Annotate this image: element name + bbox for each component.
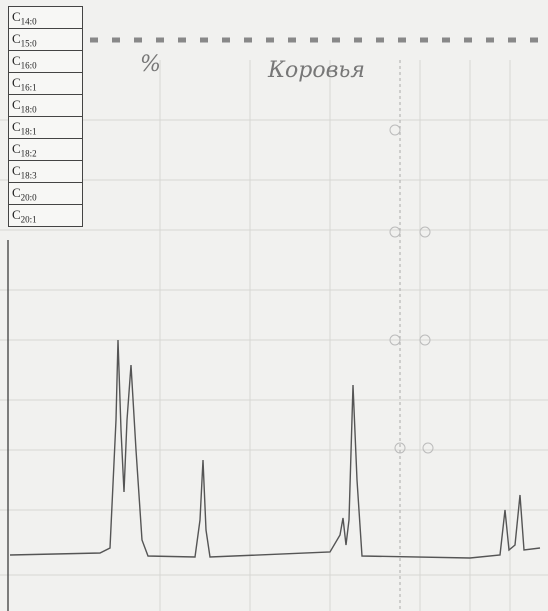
table-row: C18:2 <box>9 139 83 161</box>
acid-base: C <box>12 53 21 68</box>
acid-base: C <box>12 75 21 90</box>
acid-label: C16:0 <box>9 51 83 73</box>
acid-sub: 15:0 <box>21 38 37 48</box>
table-row: C18:1 <box>9 117 83 139</box>
table-row: C20:0 <box>9 183 83 205</box>
acid-label: C18:1 <box>9 117 83 139</box>
table-row: C18:0 <box>9 95 83 117</box>
acid-sub: 14:0 <box>21 16 37 26</box>
acid-label: C16:1 <box>9 73 83 95</box>
acid-base: C <box>12 141 21 156</box>
acid-sub: 18:0 <box>21 104 37 114</box>
acid-sub: 16:0 <box>21 60 37 70</box>
table-row: C16:0 <box>9 51 83 73</box>
acid-base: C <box>12 207 21 222</box>
acid-sub: 18:3 <box>21 170 37 180</box>
acid-base: C <box>12 9 21 24</box>
trace <box>10 340 540 558</box>
acid-base: C <box>12 31 21 46</box>
acid-base: C <box>12 185 21 200</box>
acid-label: C18:2 <box>9 139 83 161</box>
table-row: C20:1 <box>9 205 83 227</box>
acid-label: C18:0 <box>9 95 83 117</box>
table-row: C15:0 <box>9 29 83 51</box>
acid-sub: 18:1 <box>21 126 37 136</box>
acid-label: C18:3 <box>9 161 83 183</box>
acid-label: C20:1 <box>9 205 83 227</box>
acid-label: C15:0 <box>9 29 83 51</box>
acid-base: C <box>12 163 21 178</box>
acid-sub: 20:1 <box>21 214 37 224</box>
acid-sub: 18:2 <box>21 148 37 158</box>
scan: C14:0C15:0C16:0C16:1C18:0C18:1C18:2C18:3… <box>0 0 548 611</box>
acid-base: C <box>12 119 21 134</box>
acid-label: C14:0 <box>9 7 83 29</box>
sample-note: Коровья <box>268 58 365 83</box>
unit-note: % <box>140 52 161 77</box>
acid-sub: 20:0 <box>21 192 37 202</box>
acid-label: C20:0 <box>9 183 83 205</box>
table-row: C14:0 <box>9 7 83 29</box>
table-row: C16:1 <box>9 73 83 95</box>
table-row: C18:3 <box>9 161 83 183</box>
acid-sub: 16:1 <box>21 82 37 92</box>
acid-base: C <box>12 97 21 112</box>
